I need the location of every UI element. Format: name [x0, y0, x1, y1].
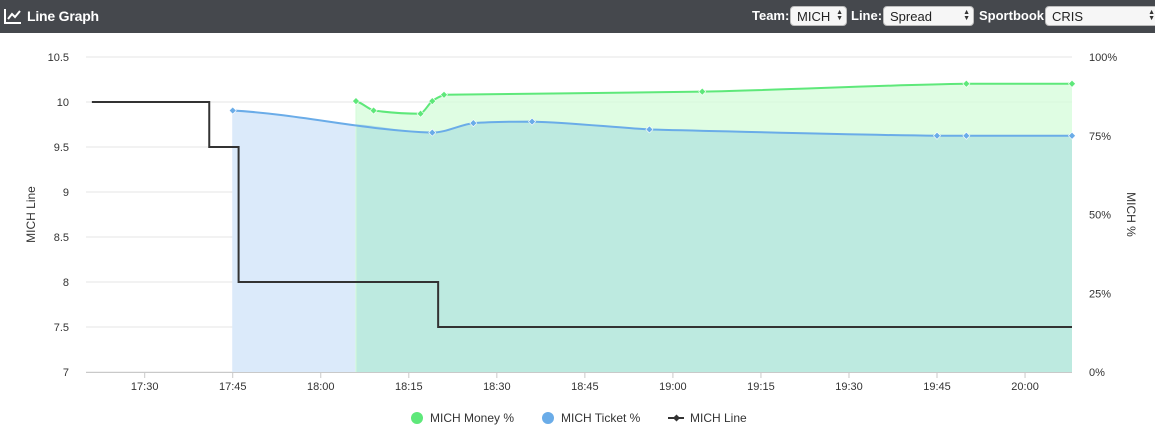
mich-ticket-point — [1068, 131, 1076, 140]
x-tick-label: 19:45 — [923, 381, 951, 393]
legend-marker — [542, 412, 554, 424]
sportbook-label: Sportbook: — [979, 8, 1049, 23]
mich-money-point — [416, 109, 425, 118]
y2-tick-label: 25% — [1089, 288, 1111, 300]
mich-ticket-line — [232, 109, 1072, 137]
y2-tick-label: 50% — [1089, 210, 1111, 222]
team-label: Team: — [752, 8, 790, 23]
mich-money-point — [1068, 79, 1076, 88]
mich-money-point — [369, 106, 378, 115]
y-axis-title: MICH Line — [24, 186, 38, 243]
line-select-value: Spread — [890, 9, 932, 24]
select-arrows-icon: ▲ ▼ — [963, 9, 970, 22]
x-tick-label: 17:30 — [131, 381, 159, 393]
mich-line-step — [91, 101, 1072, 328]
mich-money-point — [428, 97, 437, 106]
mich-ticket-point — [469, 119, 478, 128]
sportbook-select-value: CRIS — [1052, 9, 1084, 24]
mich-money-point — [352, 97, 360, 106]
y-tick-label: 10 — [57, 97, 69, 109]
y2-axis-title: MICH % — [1124, 192, 1138, 237]
mich-ticket-point — [228, 106, 237, 115]
x-tick-label: 17:45 — [219, 381, 247, 393]
mich-money-point — [962, 79, 971, 88]
mich-ticket-point — [933, 131, 941, 140]
x-tick-label: 19:15 — [747, 381, 775, 393]
line-label: Line: — [851, 8, 883, 23]
x-tick-label: 19:30 — [835, 381, 863, 393]
x-tick-label: 20:00 — [1011, 381, 1039, 393]
y-tick-label: 9.5 — [54, 142, 69, 154]
legend-marker-point — [672, 414, 681, 422]
line-graph-chart: 17:30 17:45 18:00 18:15 18:30 18:45 19:00 19:15… — [24, 52, 1138, 425]
legend-marker — [411, 412, 423, 424]
overlap-area — [355, 121, 1072, 372]
mich-ticket-point — [528, 117, 537, 126]
y-tick-label: 7 — [63, 367, 69, 379]
chart-title: Line Graph — [27, 8, 99, 24]
team-select-value: MICH — [797, 9, 831, 24]
mich-money-point — [440, 90, 448, 99]
x-tick-label: 18:30 — [483, 381, 511, 393]
select-arrows-icon: ▲ ▼ — [836, 9, 843, 22]
line-chart-icon — [4, 9, 21, 24]
mich-money-point — [698, 87, 707, 96]
mich-ticket-point — [428, 128, 437, 137]
x-tick-label: 18:15 — [395, 381, 423, 393]
team-select[interactable]: MICH ▲ ▼ — [790, 6, 847, 26]
y-tick-label: 10.5 — [48, 52, 69, 64]
x-tick-label: 18:00 — [307, 381, 335, 393]
x-tick-label: 19:00 — [659, 381, 687, 393]
chart-header: Line Graph Team: MICH ▲ ▼ Line: Spread ▲ ▼… — [0, 0, 1155, 33]
legend-label: MICH Money % — [430, 411, 514, 425]
legend-label: MICH Ticket % — [561, 411, 641, 425]
x-tick-label: 18:45 — [571, 381, 599, 393]
y-tick-label: 8.5 — [54, 232, 69, 244]
y2-tick-label: 0% — [1089, 367, 1105, 379]
y-tick-label: 8 — [63, 277, 69, 289]
mich-ticket-point — [645, 125, 654, 134]
mich-ticket-point — [962, 131, 971, 140]
y-tick-label: 9 — [63, 187, 69, 199]
y-tick-label: 7.5 — [54, 322, 69, 334]
select-arrows-icon: ▲ ▼ — [1148, 9, 1155, 22]
line-select[interactable]: Spread ▲ ▼ — [883, 6, 974, 26]
y2-tick-label: 100% — [1089, 52, 1117, 64]
sportbook-select[interactable]: CRIS ▲ ▼ — [1045, 6, 1155, 26]
mich-money-line — [355, 82, 1072, 115]
legend-label: MICH Line — [690, 411, 747, 425]
y2-tick-label: 75% — [1089, 131, 1111, 143]
